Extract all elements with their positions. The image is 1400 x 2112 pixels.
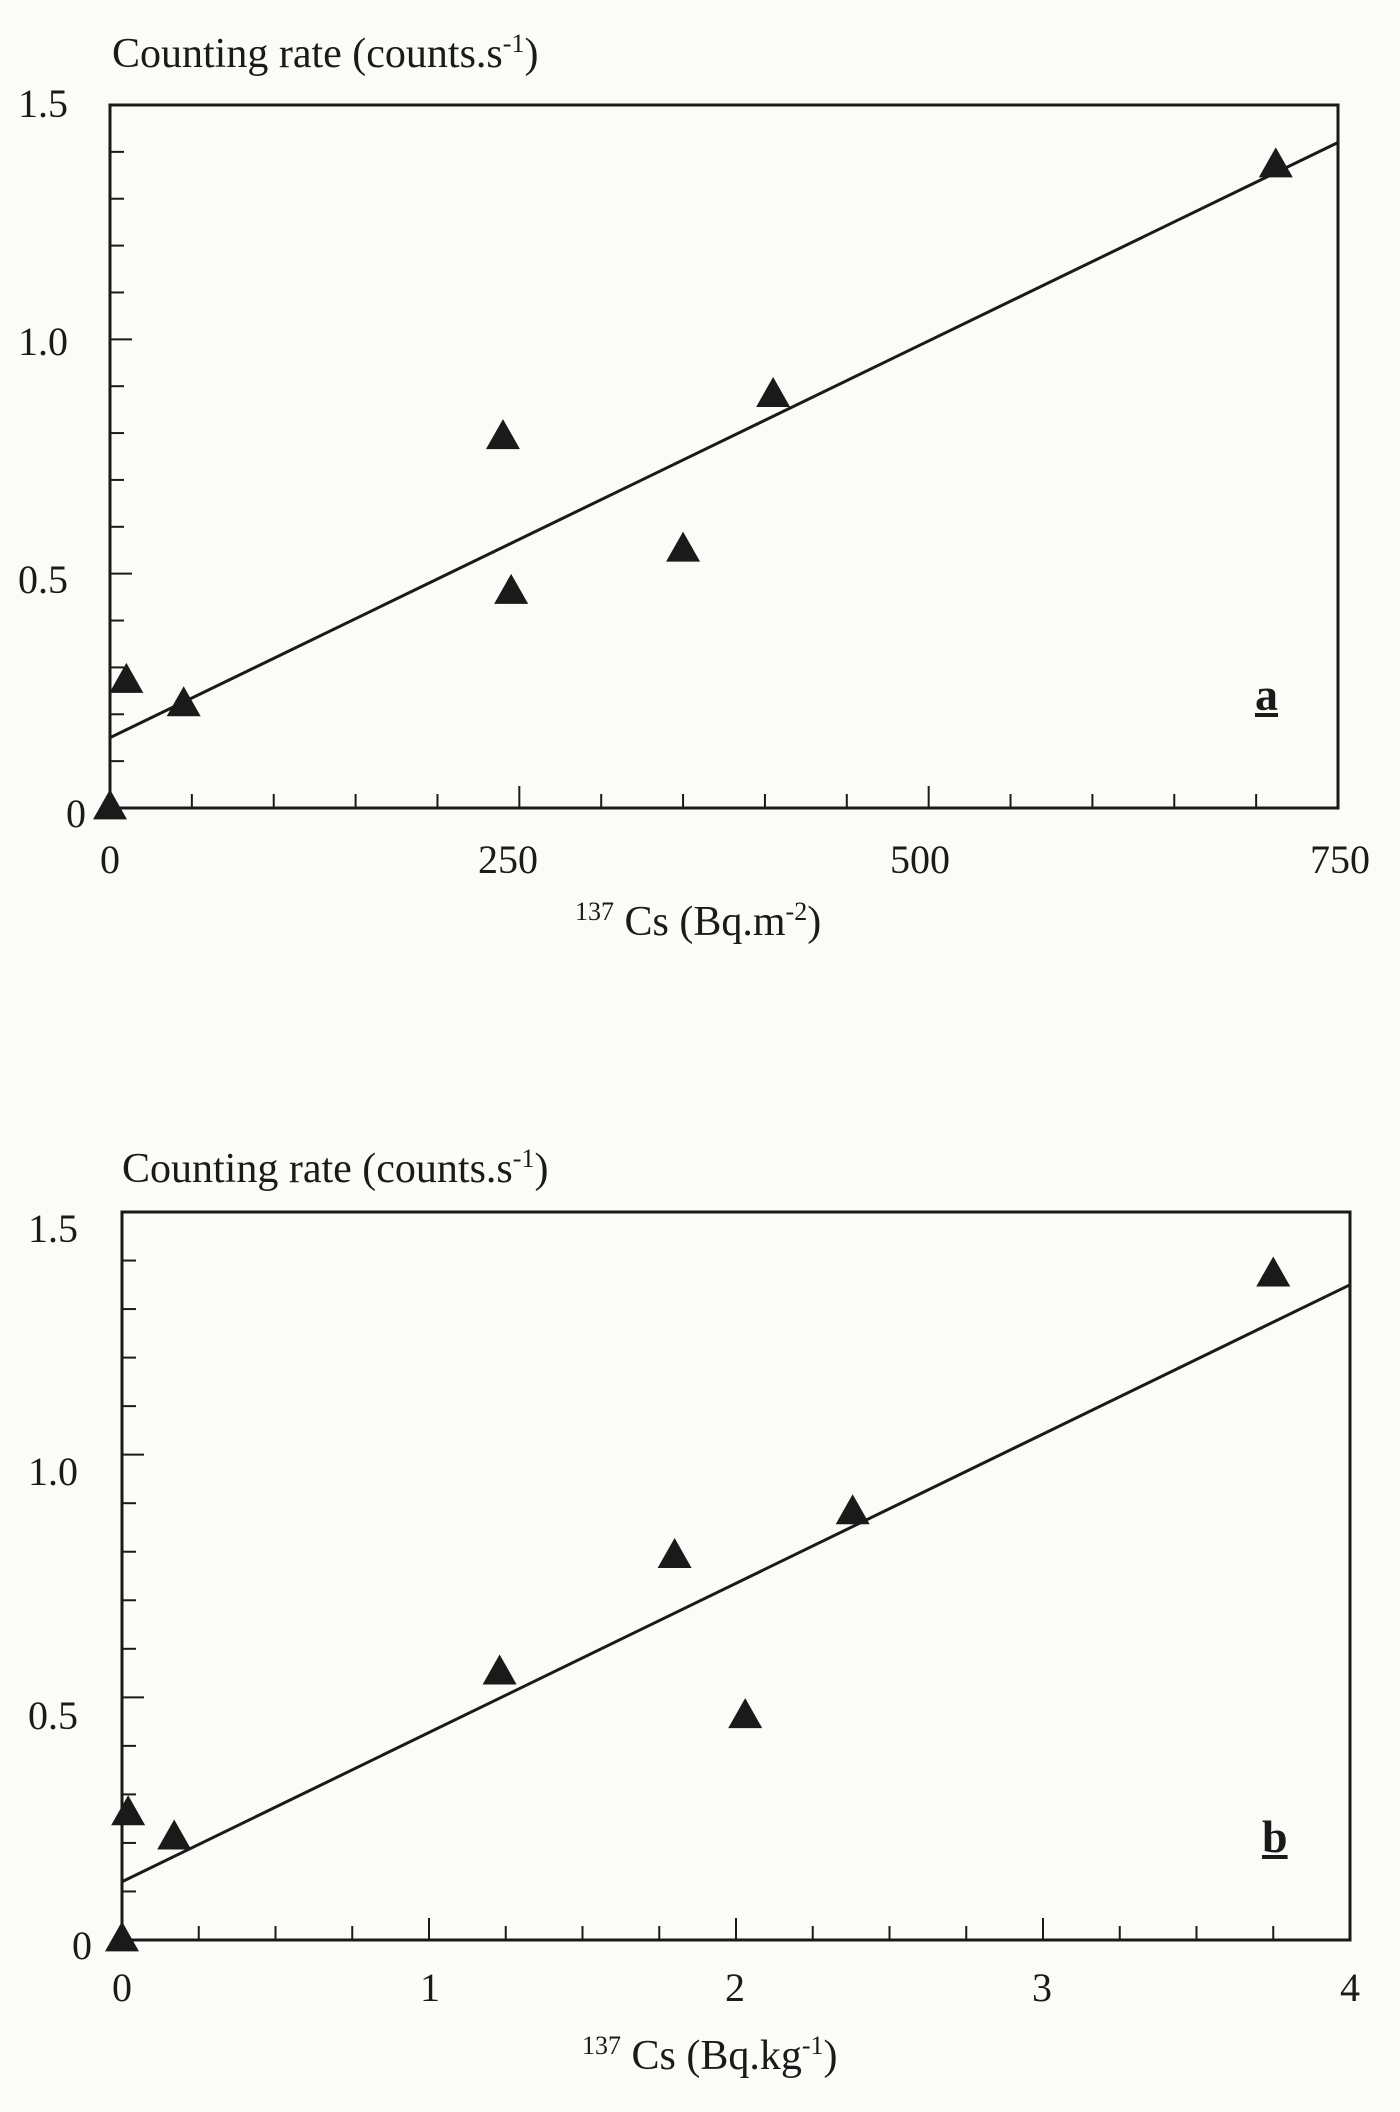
x-axis-label-exponent: -1 — [801, 2031, 824, 2060]
plot-frame — [120, 1210, 1352, 1942]
y-axis-title-a: Counting rate (counts.s-1) — [112, 30, 538, 78]
y-tick-label: 1.0 — [18, 319, 68, 364]
panel-label-b: b — [1262, 1811, 1288, 1862]
triangle-marker — [111, 1795, 146, 1826]
x-tick-label: 4 — [1340, 1965, 1360, 2010]
y-axis-title-b: Counting rate (counts.s-1) — [122, 1145, 548, 1193]
y-axis-label-suffix: ) — [534, 1146, 549, 1192]
plot-area-b — [105, 1210, 1352, 1952]
y-axis-label-suffix: ) — [524, 31, 539, 77]
x-tick-label: 500 — [890, 837, 950, 882]
plot-area-a — [93, 103, 1340, 820]
y-tick-label: 0.5 — [28, 1693, 78, 1738]
isotope-mass-number: 137 — [575, 897, 614, 926]
x-tick-label: 0 — [112, 1965, 132, 2010]
triangle-marker — [93, 789, 127, 820]
y-tick-label: 0 — [66, 791, 86, 836]
x-axis-label-suffix: ) — [823, 2033, 838, 2079]
x-axis-label-text: Cs (Bq.kg — [631, 2033, 802, 2079]
triangle-marker — [166, 686, 201, 717]
x-axis-label-text: Cs (Bq.m — [624, 899, 786, 945]
y-tick-label: 1.5 — [28, 1206, 78, 1251]
y-tick-label: 1.0 — [28, 1449, 78, 1494]
x-axis-label-exponent: -2 — [785, 897, 808, 926]
regression-line — [109, 141, 1339, 740]
triangle-marker — [109, 662, 144, 693]
y-axis-label-text: Counting rate (counts.s — [112, 31, 503, 77]
y-tick-label: 0.5 — [18, 557, 68, 602]
triangle-marker — [728, 1698, 763, 1729]
chart-panel-a: Counting rate (counts.s-1) 1.5 1.0 0.5 0… — [0, 0, 1400, 1000]
triangle-marker — [105, 1921, 139, 1952]
triangle-marker — [1258, 147, 1293, 178]
x-tick-label: 3 — [1032, 1965, 1052, 2010]
y-tick-label: 0 — [72, 1923, 92, 1968]
x-axis-label-suffix: ) — [807, 899, 822, 945]
x-tick-label: 2 — [725, 1965, 745, 2010]
x-axis-title-b: 137 Cs (Bq.kg-1) — [582, 2032, 838, 2080]
panel-label-a: a — [1255, 669, 1278, 720]
plot-frame — [108, 103, 1340, 810]
x-tick-label: 0 — [100, 837, 120, 882]
triangle-marker — [482, 1654, 517, 1685]
triangle-marker — [835, 1494, 870, 1525]
y-axis-label-text: Counting rate (counts.s — [122, 1146, 513, 1192]
triangle-marker — [494, 573, 529, 604]
triangle-marker — [485, 419, 520, 450]
triangle-marker — [666, 531, 701, 562]
x-tick-label: 250 — [478, 837, 538, 882]
x-tick-label: 750 — [1310, 837, 1370, 882]
x-axis-title-a: 137 Cs (Bq.m-2) — [575, 898, 821, 946]
y-axis-label-exponent: -1 — [512, 1144, 535, 1173]
y-axis-label-exponent: -1 — [502, 29, 525, 58]
chart-panel-b: Counting rate (counts.s-1) 1.5 1.0 0.5 0… — [0, 1120, 1400, 2112]
triangle-marker — [1256, 1256, 1291, 1287]
triangle-marker — [157, 1819, 192, 1850]
x-tick-label: 1 — [420, 1965, 440, 2010]
y-tick-label: 1.5 — [18, 81, 68, 126]
isotope-mass-number: 137 — [582, 2031, 621, 2060]
regression-line — [121, 1283, 1351, 1884]
triangle-marker — [657, 1537, 692, 1568]
triangle-marker — [756, 376, 791, 407]
